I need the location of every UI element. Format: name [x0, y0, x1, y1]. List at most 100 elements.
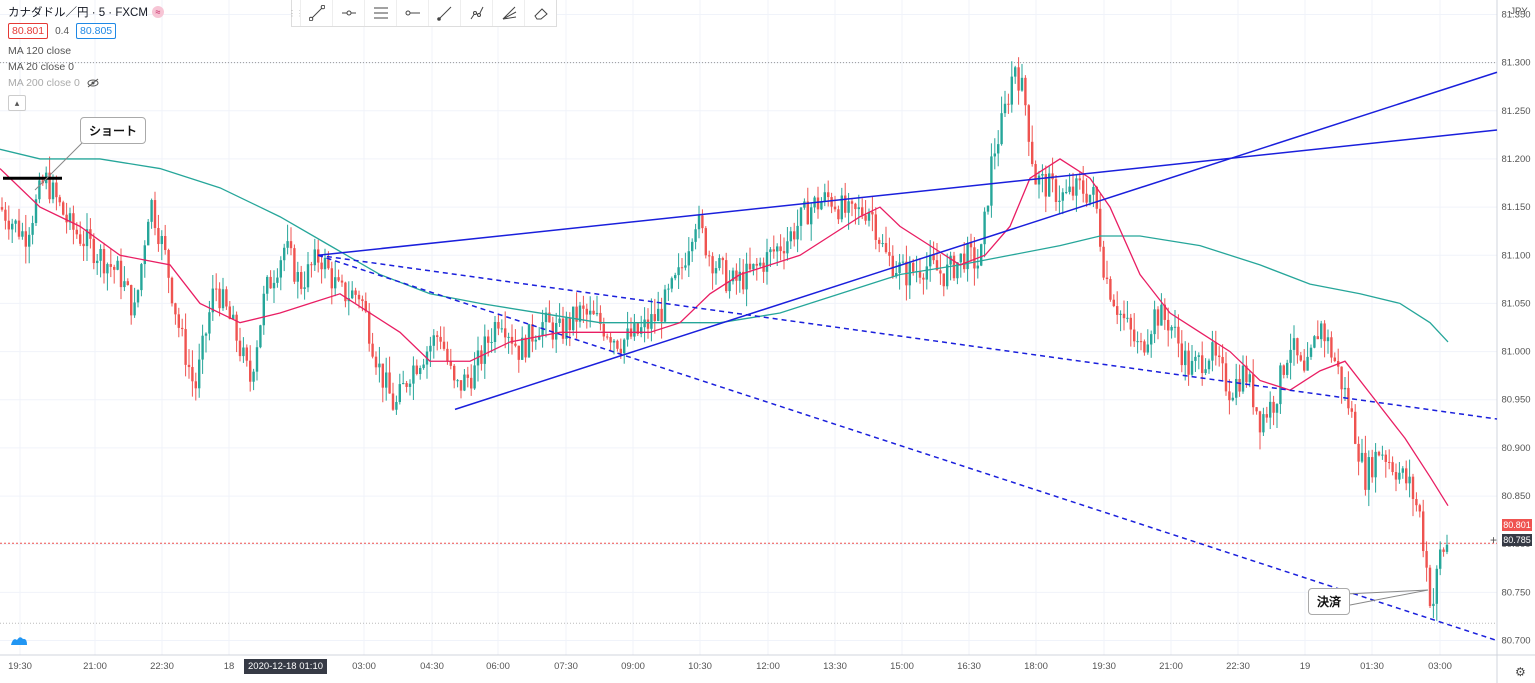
candle-body: [1102, 246, 1105, 278]
x-tick-label: 15:00: [890, 661, 914, 672]
candle-body: [266, 276, 269, 294]
candle-body: [527, 324, 531, 358]
trend-line-0: [317, 129, 1498, 257]
candle-body: [1384, 454, 1387, 462]
drag-handle-icon[interactable]: ⋮⋮: [288, 8, 304, 18]
candle-body: [633, 323, 636, 337]
fib-retracement-icon[interactable]: [364, 0, 396, 26]
candle-body: [796, 225, 799, 240]
candle-body: [391, 393, 395, 410]
candle-body: [170, 277, 174, 304]
last-price-tag: 80.801: [1502, 519, 1532, 531]
indicator-badge-icon[interactable]: ≈: [151, 6, 164, 18]
chevron-up-icon[interactable]: ▴: [8, 95, 26, 111]
bid-price[interactable]: 80.801: [8, 23, 49, 39]
candle-body: [269, 276, 272, 289]
candle-body: [602, 323, 605, 337]
candle-body: [99, 248, 102, 261]
candle-body: [728, 281, 731, 292]
trend-line-icon[interactable]: [300, 0, 332, 26]
brush-icon[interactable]: [428, 0, 460, 26]
candle-body: [1003, 103, 1007, 114]
ma20-legend[interactable]: MA 20 close 0: [8, 61, 74, 73]
candle-body: [442, 341, 446, 349]
candle-body: [17, 220, 21, 237]
candle-body: [96, 260, 99, 264]
candle-body: [1020, 77, 1024, 91]
candle-body: [1313, 336, 1316, 348]
eraser-icon[interactable]: [524, 0, 556, 26]
x-tick-label: 03:00: [352, 661, 376, 672]
crosshair-plus-icon[interactable]: +: [1489, 533, 1497, 547]
candle-body: [1061, 192, 1064, 201]
candle-body: [357, 294, 361, 300]
x-tick-label: 07:30: [554, 661, 578, 672]
candle-body: [922, 277, 925, 280]
candle-body: [283, 247, 286, 261]
candle-body: [7, 220, 10, 230]
candle-body: [575, 306, 578, 322]
candle-body: [415, 365, 418, 374]
candle-body: [1190, 360, 1194, 375]
candle-body: [1204, 369, 1207, 374]
candle-body: [286, 241, 289, 248]
candle-body: [687, 251, 690, 266]
candle-body: [1017, 67, 1020, 91]
path-icon[interactable]: [460, 0, 492, 26]
candle-body: [1432, 603, 1435, 607]
settings-gear-icon[interactable]: ⚙: [1515, 665, 1526, 679]
short-annotation[interactable]: ショート: [80, 117, 147, 144]
ma200-legend[interactable]: MA 200 close 0: [8, 75, 164, 91]
candle-body: [850, 201, 854, 204]
fib-fan-icon[interactable]: [492, 0, 524, 26]
candle-body: [487, 336, 490, 343]
ma120-legend[interactable]: MA 120 close: [8, 45, 72, 57]
candle-body: [72, 213, 75, 230]
candle-body: [323, 257, 327, 270]
candle-body: [1289, 349, 1292, 363]
candle-body: [147, 221, 150, 246]
y-tick-label: 81.250: [1501, 106, 1530, 117]
candle-body: [65, 214, 68, 223]
candle-body: [1442, 549, 1445, 552]
candle-body: [303, 287, 306, 289]
candle-body: [106, 264, 109, 274]
candle-body: [1320, 323, 1323, 340]
ask-price[interactable]: 80.805: [76, 23, 117, 39]
candle-body: [1031, 141, 1034, 165]
candle-body: [1377, 451, 1381, 456]
x-tick-label: 01:30: [1360, 661, 1384, 672]
crosshair-date-label: 2020-12-18 01:10: [244, 659, 328, 674]
candle-body: [884, 243, 888, 253]
candle-body: [867, 211, 871, 221]
y-tick-label: 81.200: [1501, 154, 1530, 165]
candle-body: [1367, 457, 1370, 490]
candle-body: [952, 255, 956, 279]
candle-body: [878, 239, 881, 244]
candle-body: [215, 288, 218, 290]
ma120-line: [0, 148, 1449, 343]
ma20-line: [0, 158, 1449, 507]
candle-body: [1357, 443, 1360, 462]
hidden-eye-icon[interactable]: [87, 78, 99, 88]
horizontal-ray-icon[interactable]: [332, 0, 364, 26]
horizontal-line-icon[interactable]: [396, 0, 428, 26]
candle-body: [75, 229, 78, 235]
candle-body: [1282, 365, 1285, 375]
candle-body: [898, 262, 901, 274]
y-tick-label: 81.100: [1501, 250, 1530, 261]
y-tick-label: 80.700: [1501, 636, 1530, 647]
candle-body: [123, 281, 126, 288]
candle-body: [660, 308, 663, 322]
candle-body: [1272, 401, 1275, 413]
candle-body: [174, 303, 177, 315]
candle-body: [351, 290, 354, 299]
candle-body: [684, 265, 687, 268]
candle-body: [446, 348, 449, 361]
close-annotation[interactable]: 決済: [1308, 588, 1351, 615]
y-tick-label: 80.850: [1501, 491, 1530, 502]
symbol-title[interactable]: カナダドル／円 · 5 · FXCM: [8, 7, 148, 19]
tradingview-logo-icon[interactable]: [10, 633, 28, 647]
candle-body: [891, 255, 894, 277]
